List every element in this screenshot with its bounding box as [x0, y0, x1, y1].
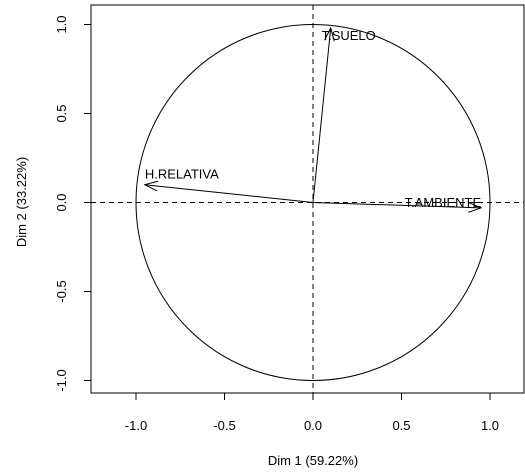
- x-axis-title: Dim 1 (59.22%): [268, 453, 358, 468]
- y-tick-label: 0.5: [54, 104, 69, 122]
- vector-h-relativa: [145, 185, 314, 203]
- y-tick-label: -0.5: [54, 280, 69, 302]
- label-t-ambiente: T.AMBIENTE: [405, 195, 482, 210]
- vector-t-ambiente: [312, 202, 481, 208]
- x-tick-label: -1.0: [125, 418, 147, 433]
- y-tick-label: -1.0: [54, 369, 69, 391]
- y-axis-title: Dim 2 (33.22%): [14, 157, 29, 247]
- x-tick-label: 1.0: [481, 418, 499, 433]
- label-t-suelo: T.SUELO: [322, 28, 376, 43]
- x-tick-label: 0.5: [392, 418, 410, 433]
- x-tick-label: -0.5: [213, 418, 235, 433]
- y-tick-label: 1.0: [54, 15, 69, 33]
- label-h-relativa: H.RELATIVA: [145, 167, 219, 182]
- x-tick-label: 0.0: [304, 418, 322, 433]
- vector-t-suelo: [312, 28, 331, 203]
- y-tick-label: 0.0: [54, 193, 69, 211]
